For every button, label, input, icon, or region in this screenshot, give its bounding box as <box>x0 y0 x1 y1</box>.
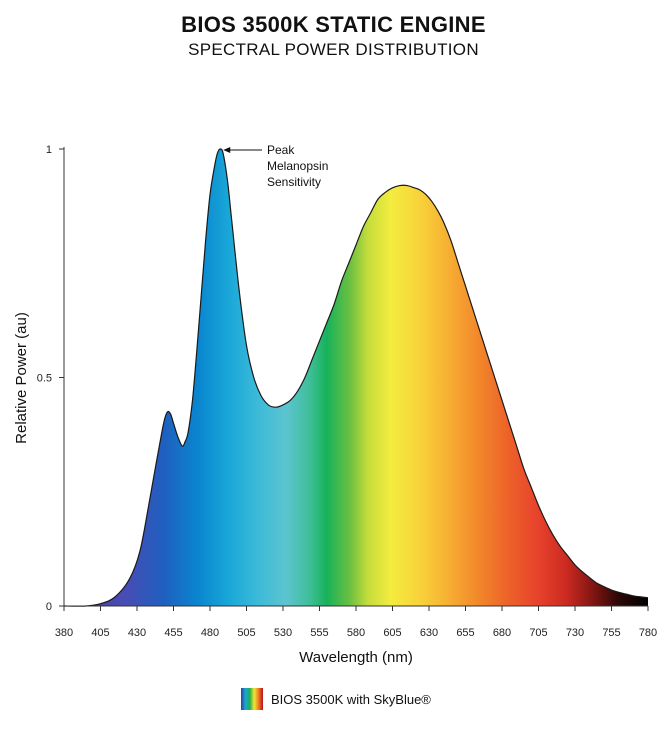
x-tick-label: 480 <box>201 627 219 639</box>
spectrum-curve-series-0 <box>63 148 649 607</box>
x-tick-label: 705 <box>529 627 547 639</box>
chart-subtitle: SPECTRAL POWER DISTRIBUTION <box>188 40 479 59</box>
annotation-text-line: Peak <box>267 143 295 157</box>
x-tick-label: 430 <box>128 627 146 639</box>
x-tick-label: 780 <box>639 627 657 639</box>
x-tick-label: 380 <box>55 627 73 639</box>
x-tick-label: 530 <box>274 627 292 639</box>
y-tick-label: 0.5 <box>37 373 52 385</box>
y-tick-label: 1 <box>46 144 52 156</box>
x-tick-label: 580 <box>347 627 365 639</box>
x-tick-label: 655 <box>456 627 474 639</box>
spectral-chart: 380 405 430 455 480 505 530 555 580 605 630 655 680 7… <box>13 143 657 666</box>
annotation-text-line: Sensitivity <box>267 175 321 189</box>
spectrum-area-series-0 <box>64 148 648 607</box>
x-tick-label: 405 <box>91 627 109 639</box>
x-tick-label: 680 <box>493 627 511 639</box>
y-tick-label: 0 <box>46 601 52 613</box>
x-tick-label: 755 <box>602 627 620 639</box>
x-tick-label: 605 <box>383 627 401 639</box>
legend-label: BIOS 3500K with SkyBlue® <box>271 691 431 707</box>
spectrum-swatch-icon <box>241 688 263 710</box>
legend: BIOS 3500K with SkyBlue® <box>241 688 431 710</box>
x-tick-label: 555 <box>310 627 328 639</box>
x-tick-label: 455 <box>164 627 182 639</box>
chart-title: BIOS 3500K STATIC ENGINE <box>181 12 486 37</box>
x-tick-label: 730 <box>566 627 584 639</box>
x-tick-label: 630 <box>420 627 438 639</box>
annotation-arrowhead-icon <box>223 147 231 153</box>
x-tick-label: 505 <box>237 627 255 639</box>
y-axis-label: Relative Power (au) <box>13 312 30 444</box>
annotation-text-line: Melanopsin <box>267 159 328 173</box>
x-axis-label: Wavelength (nm) <box>299 649 413 666</box>
